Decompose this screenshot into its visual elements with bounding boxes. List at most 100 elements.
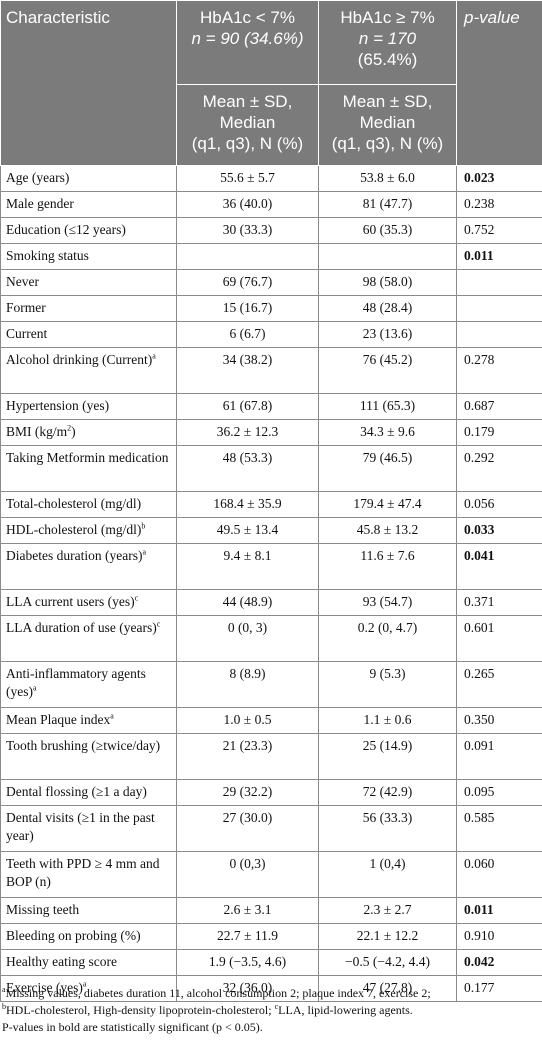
row-label: Exercise (yes)a xyxy=(0,975,177,1002)
group2-value: 76 (45.2) xyxy=(318,347,457,394)
group1-value: 36 (40.0) xyxy=(176,191,319,218)
row-label: Former xyxy=(0,295,177,322)
group1-value: 1.9 (−3.5, 4.6) xyxy=(176,949,319,976)
table-row: Exercise (yes)a 32 (36.0) 47 (27.8) 0.177 xyxy=(0,975,542,1002)
header-group-hba1c-7-plus: HbA1c ≥ 7% n = 170 (65.4%) xyxy=(318,0,457,85)
group2-value: 47 (27.8) xyxy=(318,975,457,1002)
row-label: Bleeding on probing (%) xyxy=(0,923,177,950)
table-row: Age (years) 55.6 ± 5.7 53.8 ± 6.0 0.023 xyxy=(0,165,542,192)
table-row: Missing teeth 2.6 ± 3.1 2.3 ± 2.7 0.011 xyxy=(0,897,542,924)
group2-value: 2.3 ± 2.7 xyxy=(318,897,457,924)
header-group-hba1c-under-7: HbA1c < 7% n = 90 (34.6%) xyxy=(176,0,319,85)
pvalue-cell: 0.023 xyxy=(456,165,542,192)
pvalue-cell: 0.278 xyxy=(456,347,542,394)
group1-line1: HbA1c < 7% xyxy=(200,8,295,27)
footnote-b-c: bHDL-cholesterol, High-density lipoprote… xyxy=(2,1002,413,1018)
group2-value: 111 (65.3) xyxy=(318,393,457,420)
group2-value: 48 (28.4) xyxy=(318,295,457,322)
pvalue-cell: 0.033 xyxy=(456,517,542,544)
table-row: Former 15 (16.7) 48 (28.4) xyxy=(0,295,542,322)
group2-value: 60 (35.3) xyxy=(318,217,457,244)
pvalue-cell: 0.095 xyxy=(456,779,542,806)
row-label: Dental flossing (≥1 a day) xyxy=(0,779,177,806)
table-row: Never 69 (76.7) 98 (58.0) xyxy=(0,269,542,296)
group1-value: 30 (33.3) xyxy=(176,217,319,244)
group1-value: 1.0 ± 0.5 xyxy=(176,707,319,734)
group1-value: 2.6 ± 3.1 xyxy=(176,897,319,924)
footnote-a: aMissing values, diabetes duration 11, a… xyxy=(2,985,431,1001)
group2-value: 1 (0,4) xyxy=(318,851,457,898)
table-row: Total-cholesterol (mg/dl) 168.4 ± 35.9 179… xyxy=(0,491,542,518)
table-row: Dental visits (≥1 in the past year) 27 (3… xyxy=(0,805,542,852)
group2-value: 1.1 ± 0.6 xyxy=(318,707,457,734)
pvalue-cell: 0.041 xyxy=(456,543,542,590)
group1-value: 49.5 ± 13.4 xyxy=(176,517,319,544)
row-label: Current xyxy=(0,321,177,348)
row-label: Hypertension (yes) xyxy=(0,393,177,420)
row-label: LLA duration of use (years)c xyxy=(0,615,177,662)
group1-value: 55.6 ± 5.7 xyxy=(176,165,319,192)
pvalue-cell: 0.056 xyxy=(456,491,542,518)
characteristics-table: Characteristic HbA1c < 7% n = 90 (34.6%)… xyxy=(0,0,542,1002)
group2-value: 179.4 ± 47.4 xyxy=(318,491,457,518)
group1-value: 168.4 ± 35.9 xyxy=(176,491,319,518)
pvalue-cell: 0.060 xyxy=(456,851,542,898)
table-row: Mean Plaque indexa 1.0 ± 0.5 1.1 ± 0.6 0.35… xyxy=(0,707,542,734)
table-row: HDL-cholesterol (mg/dl)b 49.5 ± 13.4 45.8 … xyxy=(0,517,542,544)
row-label: Total-cholesterol (mg/dl) xyxy=(0,491,177,518)
table-row: Bleeding on probing (%) 22.7 ± 11.9 22.1 ±… xyxy=(0,923,542,950)
group1-value: 29 (32.2) xyxy=(176,779,319,806)
group2-value: 79 (46.5) xyxy=(318,445,457,492)
row-label: Diabetes duration (years)a xyxy=(0,543,177,590)
pvalue-cell xyxy=(456,321,542,348)
group2-value: 93 (54.7) xyxy=(318,589,457,616)
group1-value: 34 (38.2) xyxy=(176,347,319,394)
pvalue-cell: 0.177 xyxy=(456,975,542,1002)
row-label: Anti-inflammatory agents (yes)a xyxy=(0,661,177,708)
group2-value: 53.8 ± 6.0 xyxy=(318,165,457,192)
group2-value: 9 (5.3) xyxy=(318,661,457,708)
row-label: LLA current users (yes)c xyxy=(0,589,177,616)
group1-value: 32 (36.0) xyxy=(176,975,319,1002)
row-label: Never xyxy=(0,269,177,296)
pvalue-cell: 0.752 xyxy=(456,217,542,244)
header-characteristic: Characteristic xyxy=(0,0,177,166)
table-row: Smoking status 0.011 xyxy=(0,243,542,270)
table-row: BMI (kg/m2) 36.2 ± 12.3 34.3 ± 9.6 0.179 xyxy=(0,419,542,446)
pvalue-cell: 0.011 xyxy=(456,243,542,270)
table-row: Anti-inflammatory agents (yes)a 8 (8.9) 9 … xyxy=(0,661,542,708)
group2-line1: HbA1c ≥ 7% xyxy=(340,8,435,27)
group1-value: 27 (30.0) xyxy=(176,805,319,852)
group1-value: 9.4 ± 8.1 xyxy=(176,543,319,590)
row-label: Smoking status xyxy=(0,243,177,270)
group2-value: 72 (42.9) xyxy=(318,779,457,806)
group1-value: 0 (0,3) xyxy=(176,851,319,898)
group1-value: 6 (6.7) xyxy=(176,321,319,348)
group1-line2: n = 90 (34.6%) xyxy=(191,29,304,48)
row-label: HDL-cholesterol (mg/dl)b xyxy=(0,517,177,544)
pvalue-cell: 0.265 xyxy=(456,661,542,708)
group2-value: 22.1 ± 12.2 xyxy=(318,923,457,950)
row-label: Taking Metformin medication xyxy=(0,445,177,492)
group2-value: 45.8 ± 13.2 xyxy=(318,517,457,544)
table-row: Male gender 36 (40.0) 81 (47.7) 0.238 xyxy=(0,191,542,218)
group2-value: 25 (14.9) xyxy=(318,733,457,780)
table-row: Education (≤12 years) 30 (33.3) 60 (35.3) 0… xyxy=(0,217,542,244)
group1-value: 69 (76.7) xyxy=(176,269,319,296)
group2-line2: n = 170 xyxy=(358,29,417,48)
header-pvalue: p-value xyxy=(456,0,542,166)
group1-value: 36.2 ± 12.3 xyxy=(176,419,319,446)
pvalue-cell xyxy=(456,295,542,322)
pvalue-cell: 0.910 xyxy=(456,923,542,950)
table-row: Hypertension (yes) 61 (67.8) 111 (65.3) 0.6… xyxy=(0,393,542,420)
group1-value: 61 (67.8) xyxy=(176,393,319,420)
pvalue-cell: 0.179 xyxy=(456,419,542,446)
row-label: Education (≤12 years) xyxy=(0,217,177,244)
row-label: Mean Plaque indexa xyxy=(0,707,177,734)
table-row: Healthy eating score 1.9 (−3.5, 4.6) −0.5 … xyxy=(0,949,542,976)
group1-value: 48 (53.3) xyxy=(176,445,319,492)
table-row: LLA current users (yes)c 44 (48.9) 93 (54.… xyxy=(0,589,542,616)
row-label: Teeth with PPD ≥ 4 mm and BOP (n) xyxy=(0,851,177,898)
row-label: Age (years) xyxy=(0,165,177,192)
pvalue-cell: 0.042 xyxy=(456,949,542,976)
